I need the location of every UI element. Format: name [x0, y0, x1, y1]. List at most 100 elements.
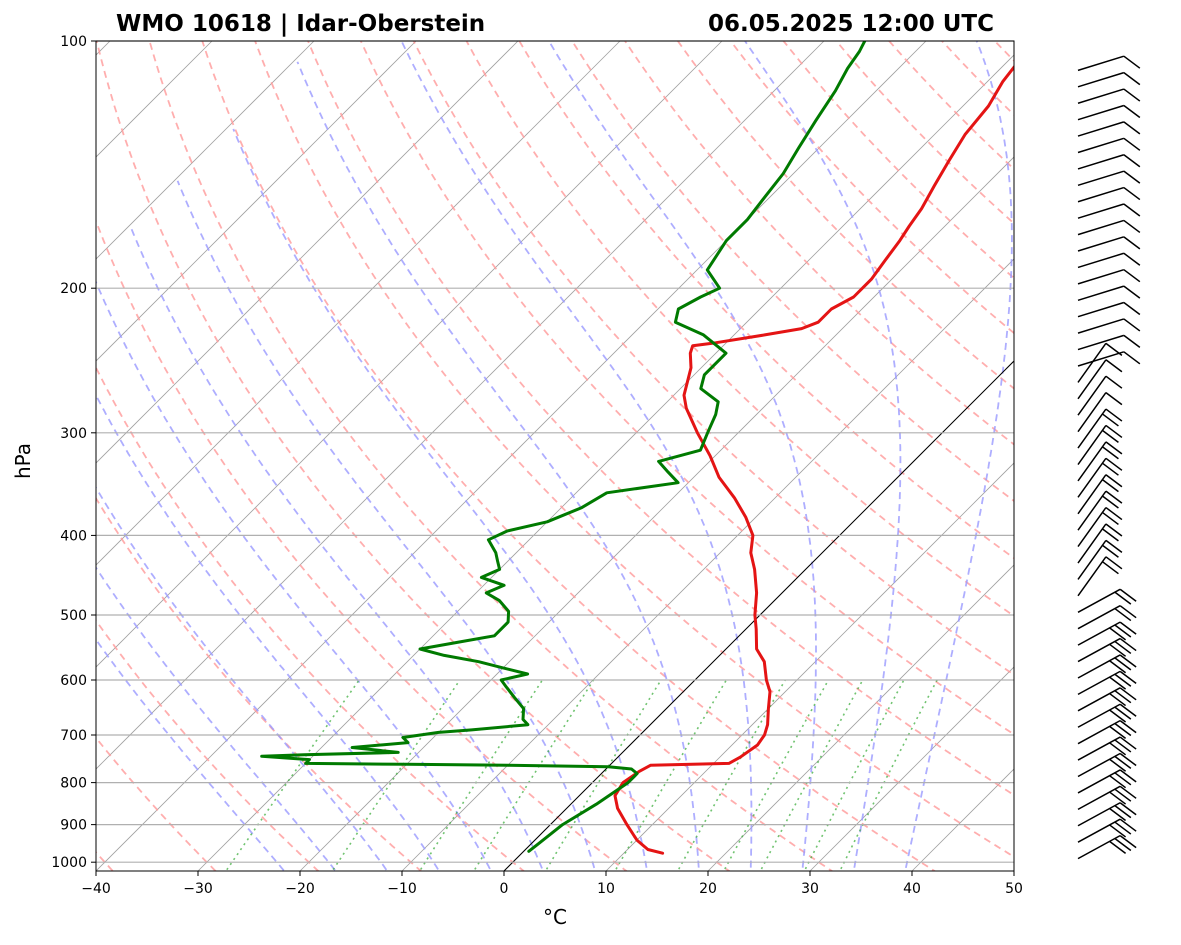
wind-barb	[1078, 188, 1140, 202]
moist-adiabat-line	[178, 181, 598, 880]
wind-barb	[1078, 475, 1122, 514]
dry-adiabat-line	[0, 23, 535, 880]
isotherm-line	[1116, 41, 1181, 871]
wind-barb	[1078, 204, 1140, 218]
y-axis-label: hPa	[11, 443, 35, 479]
x-tick-label: 30	[801, 881, 819, 897]
y-tick-label: 1000	[51, 855, 87, 871]
wind-barb	[1078, 155, 1140, 169]
reference-zero-isotherm	[504, 41, 1181, 871]
wind-barb	[1078, 303, 1140, 317]
isotherm-line	[0, 41, 8, 871]
wind-barb	[1078, 819, 1136, 842]
wind-barb	[1078, 671, 1136, 694]
dry-adiabat-line	[145, 23, 845, 880]
y-tick-label: 200	[60, 281, 87, 297]
wind-barbs	[1078, 56, 1140, 858]
plot-frame	[96, 41, 1014, 871]
background-lines	[0, 23, 1181, 880]
wind-barb	[1078, 639, 1136, 662]
wind-barb	[1078, 335, 1140, 349]
x-tick-label: −30	[183, 881, 213, 897]
isotherm-line	[96, 41, 926, 871]
wind-barb	[1078, 89, 1140, 103]
isotherm-line	[606, 41, 1181, 871]
dewpoint-profile-line	[262, 41, 865, 851]
wind-barb	[1078, 458, 1122, 497]
x-tick-label: −10	[387, 881, 417, 897]
temperature-profile-line	[615, 41, 1028, 853]
dry-adiabat-line	[249, 23, 1052, 880]
wind-barb	[1078, 786, 1136, 809]
wind-barb	[1078, 540, 1122, 579]
y-tick-label: 800	[60, 776, 87, 792]
wind-barb	[1078, 704, 1136, 727]
x-tick-label: 50	[1005, 881, 1023, 897]
isotherm-line	[504, 41, 1181, 871]
dry-adiabat-line	[1134, 23, 1181, 880]
x-tick-label: 0	[500, 881, 509, 897]
x-tick-label: 20	[699, 881, 717, 897]
wind-barb	[1078, 753, 1136, 776]
chart-title-left: WMO 10618 | Idar-Oberstein	[116, 11, 485, 37]
y-tick-label: 500	[60, 608, 87, 624]
wind-barb	[1078, 105, 1140, 119]
dry-adiabat-line	[978, 23, 1181, 880]
chart-title-right: 06.05.2025 12:00 UTC	[708, 11, 994, 37]
moist-adiabat-line	[903, 26, 1012, 879]
dry-adiabat-line	[405, 23, 1181, 880]
y-tick-label: 100	[60, 34, 87, 50]
wind-barb	[1078, 589, 1136, 612]
wind-barb	[1078, 270, 1140, 284]
y-tick-label: 400	[60, 528, 87, 544]
mixing-ratio-line	[756, 680, 863, 880]
wind-barb	[1078, 73, 1140, 87]
isotherm-line	[1014, 41, 1181, 871]
wind-barb	[1078, 557, 1122, 596]
dry-adiabat-line	[457, 23, 1181, 880]
wind-barb	[1078, 803, 1136, 826]
wind-barb	[1078, 491, 1122, 530]
wind-barb	[1078, 770, 1136, 793]
wind-barb	[1078, 122, 1140, 136]
wind-barb	[1078, 524, 1122, 563]
isotherm-line	[0, 41, 314, 871]
wind-barb	[1078, 442, 1122, 481]
y-tick-label: 300	[60, 426, 87, 442]
wind-barb	[1078, 409, 1122, 448]
dry-adiabat-line	[0, 23, 328, 880]
dry-adiabat-line	[1082, 23, 1181, 880]
wind-barb	[1078, 508, 1122, 547]
dry-adiabat-line	[665, 23, 1181, 880]
dry-adiabat-line	[1030, 23, 1181, 880]
mixing-ratio-line	[719, 680, 828, 880]
wind-barb	[1078, 138, 1140, 152]
dry-adiabat-line	[353, 23, 1181, 880]
wind-barb	[1078, 286, 1140, 300]
wind-barb	[1078, 220, 1140, 234]
wind-barb	[1078, 171, 1140, 185]
y-tick-label: 700	[60, 728, 87, 744]
wind-barb	[1078, 376, 1122, 415]
wind-barb	[1078, 425, 1122, 464]
x-tick-label: −20	[285, 881, 315, 897]
isotherm-line	[810, 41, 1181, 871]
isotherm-line	[198, 41, 1028, 871]
x-tick-label: 10	[597, 881, 615, 897]
x-tick-label: −40	[81, 881, 111, 897]
y-tick-label: 600	[60, 673, 87, 689]
wind-barb	[1078, 737, 1136, 760]
wind-barb	[1078, 606, 1136, 629]
wind-barb	[1078, 393, 1122, 432]
moist-adiabat-line	[395, 26, 752, 879]
wind-barb	[1078, 56, 1140, 70]
dry-adiabat-line	[925, 23, 1181, 880]
wind-barb	[1078, 319, 1140, 333]
moist-adiabat-line	[541, 26, 817, 879]
dry-adiabat-line	[92, 23, 741, 880]
x-axis-label: °C	[543, 905, 567, 929]
isotherm-line	[300, 41, 1130, 871]
mixing-ratio-line	[220, 680, 359, 880]
wind-barb	[1078, 836, 1136, 859]
